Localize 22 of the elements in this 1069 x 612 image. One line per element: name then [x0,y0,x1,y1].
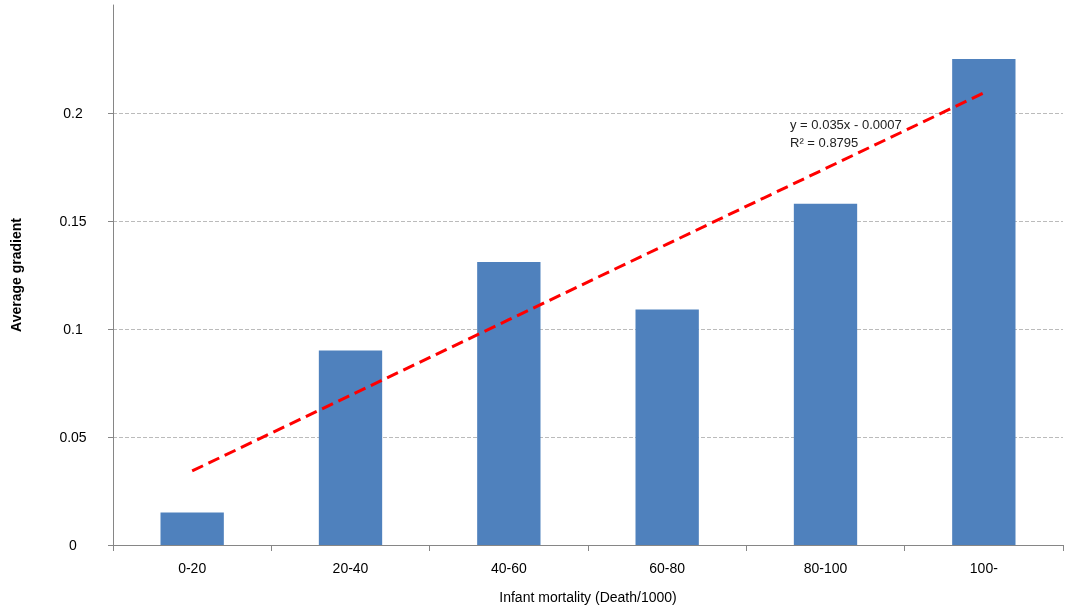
y-tick-label: 0.15 [59,213,87,229]
x-tick-label: 60-80 [649,560,686,576]
bar [952,59,1016,545]
x-tick-label: 100- [969,560,999,576]
x-axis-title: Infant mortality (Death/1000) [499,589,677,605]
bar [793,203,858,545]
bar [318,350,383,545]
annotation: R² = 0.8795 [790,135,859,150]
line-series [190,91,986,473]
bar [635,309,699,545]
x-tick-label: 40-60 [490,560,527,576]
y-tick-label: 0.05 [59,429,87,445]
y-tick-label: 0.2 [63,105,83,121]
y-axis-title: Average gradient [8,217,24,332]
x-tick-label: 20-40 [332,560,369,576]
x-tick-label: 0-20 [178,560,207,576]
y-tick-label: 0 [69,537,78,553]
x-tick-label: 80-100 [803,560,848,576]
bar [477,262,541,545]
y-tick-label: 0.1 [63,321,83,337]
bar [160,512,224,545]
annotation: y = 0.035x - 0.0007 [789,117,902,132]
